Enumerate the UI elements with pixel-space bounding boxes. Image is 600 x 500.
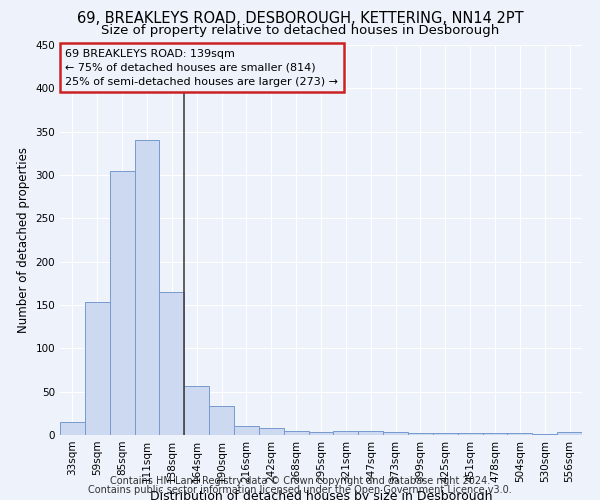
Bar <box>557 432 582 435</box>
Y-axis label: Number of detached properties: Number of detached properties <box>17 147 30 333</box>
Bar <box>334 430 358 435</box>
Bar <box>482 434 508 435</box>
Text: Contains HM Land Registry data © Crown copyright and database right 2024.: Contains HM Land Registry data © Crown c… <box>110 476 490 486</box>
Bar <box>508 434 532 435</box>
Bar <box>433 434 458 435</box>
Bar <box>134 140 160 435</box>
Bar <box>308 432 334 435</box>
Bar <box>383 432 408 435</box>
Bar <box>234 426 259 435</box>
Text: Contains public sector information licensed under the Open Government Licence v3: Contains public sector information licen… <box>88 485 512 495</box>
X-axis label: Distribution of detached houses by size in Desborough: Distribution of detached houses by size … <box>150 490 492 500</box>
Bar <box>532 434 557 435</box>
Bar <box>85 302 110 435</box>
Bar <box>358 430 383 435</box>
Bar <box>160 292 184 435</box>
Text: Size of property relative to detached houses in Desborough: Size of property relative to detached ho… <box>101 24 499 37</box>
Bar <box>110 170 134 435</box>
Bar <box>184 386 209 435</box>
Bar <box>259 428 284 435</box>
Bar <box>209 406 234 435</box>
Bar <box>458 434 482 435</box>
Bar <box>408 434 433 435</box>
Bar <box>284 430 308 435</box>
Text: 69 BREAKLEYS ROAD: 139sqm
← 75% of detached houses are smaller (814)
25% of semi: 69 BREAKLEYS ROAD: 139sqm ← 75% of detac… <box>65 49 338 87</box>
Text: 69, BREAKLEYS ROAD, DESBOROUGH, KETTERING, NN14 2PT: 69, BREAKLEYS ROAD, DESBOROUGH, KETTERIN… <box>77 11 523 26</box>
Bar <box>60 422 85 435</box>
